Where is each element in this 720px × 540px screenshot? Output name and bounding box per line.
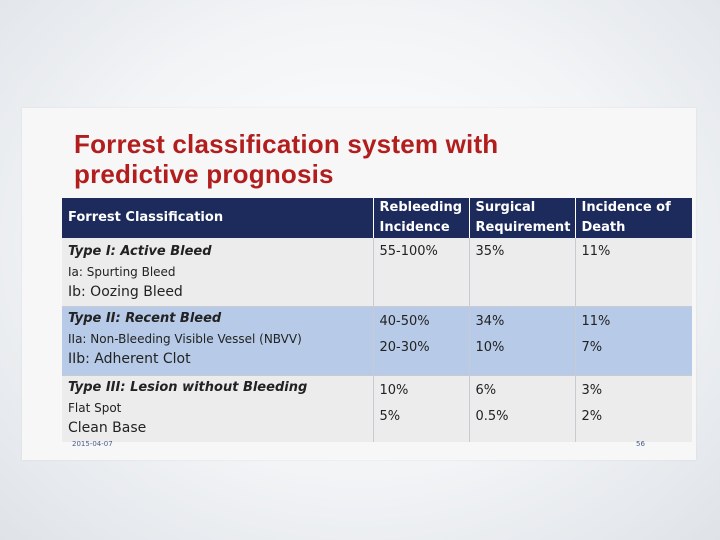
type-3-item-a: Flat Spot bbox=[68, 401, 122, 415]
cell-type-3-rebleeding: 10% 5% bbox=[373, 375, 470, 442]
type-2-title: Type II: Recent Bleed bbox=[68, 311, 222, 326]
table-row-type-2: Type II: Recent Bleed IIa: Non-Bleeding … bbox=[62, 306, 692, 376]
cell-type-1-death: 11% bbox=[575, 238, 692, 307]
type-2-death-b: 7% bbox=[581, 340, 603, 355]
cell-type-2-rebleeding: 40-50% 20-30% bbox=[373, 306, 470, 376]
forrest-classification-table: Forrest Classification Rebleeding Incide… bbox=[62, 198, 692, 442]
cell-type-2-surgery: 34% 10% bbox=[469, 306, 576, 376]
type-2-rebleeding-b: 20-30% bbox=[379, 340, 430, 355]
type-3-surgery-b: 0.5% bbox=[475, 409, 509, 424]
header-rebleeding-line-1: Rebleeding bbox=[379, 200, 463, 215]
footer-date: 2015-04-07 bbox=[72, 440, 113, 448]
cell-type-1-surgery: 35% bbox=[469, 238, 576, 307]
type-3-death-a: 3% bbox=[581, 383, 603, 398]
cell-type-2-death: 11% 7% bbox=[575, 306, 692, 376]
table-row-type-3: Type III: Lesion without Bleeding Flat S… bbox=[62, 375, 692, 442]
table-header-row: Forrest Classification Rebleeding Incide… bbox=[62, 198, 692, 238]
header-surgical-line-1: Surgical bbox=[475, 200, 536, 215]
type-3-rebleeding-b: 5% bbox=[379, 409, 401, 424]
slide-title-line-1: Forrest classification system with bbox=[74, 129, 499, 159]
header-death-line-1: Incidence of bbox=[581, 200, 671, 215]
type-2-rebleeding-a: 40-50% bbox=[379, 314, 430, 329]
header-death-line-2: Death bbox=[581, 220, 626, 235]
type-3-item-b: Clean Base bbox=[68, 420, 147, 436]
type-3-surgery-a: 6% bbox=[475, 383, 497, 398]
type-1-title: Type I: Active Bleed bbox=[68, 244, 212, 259]
header-surgical-requirement: Surgical Requirement bbox=[469, 198, 576, 238]
header-rebleeding-incidence: Rebleeding Incidence bbox=[373, 198, 470, 238]
type-2-item-b: IIb: Adherent Clot bbox=[68, 351, 191, 367]
header-rebleeding-line-2: Incidence bbox=[379, 220, 450, 235]
footer-page-number: 56 bbox=[636, 440, 645, 448]
header-forrest-classification: Forrest Classification bbox=[62, 198, 374, 238]
type-3-rebleeding-a: 10% bbox=[379, 383, 409, 398]
type-1-item-a: Ia: Spurting Bleed bbox=[68, 265, 176, 279]
type-3-death-b: 2% bbox=[581, 409, 603, 424]
header-surgical-line-2: Requirement bbox=[475, 220, 571, 235]
slide-title: Forrest classification system with predi… bbox=[74, 129, 498, 189]
slide-title-line-2: predictive prognosis bbox=[74, 159, 334, 189]
table-row-type-1: Type I: Active Bleed Ia: Spurting Bleed … bbox=[62, 238, 692, 307]
type-2-surgery-b: 10% bbox=[475, 340, 505, 355]
cell-type-2-classification: Type II: Recent Bleed IIa: Non-Bleeding … bbox=[62, 306, 374, 376]
type-3-title: Type III: Lesion without Bleeding bbox=[68, 380, 308, 395]
header-incidence-of-death: Incidence of Death bbox=[575, 198, 692, 238]
cell-type-3-death: 3% 2% bbox=[575, 375, 692, 442]
cell-type-1-rebleeding: 55-100% bbox=[373, 238, 470, 307]
type-1-item-b: Ib: Oozing Bleed bbox=[68, 284, 183, 300]
type-2-surgery-a: 34% bbox=[475, 314, 505, 329]
cell-type-3-surgery: 6% 0.5% bbox=[469, 375, 576, 442]
cell-type-1-classification: Type I: Active Bleed Ia: Spurting Bleed … bbox=[62, 238, 374, 307]
type-2-item-a: IIa: Non-Bleeding Visible Vessel (NBVV) bbox=[68, 332, 302, 346]
cell-type-3-classification: Type III: Lesion without Bleeding Flat S… bbox=[62, 375, 374, 442]
slide-image: Forrest classification system with predi… bbox=[22, 108, 696, 460]
type-2-death-a: 11% bbox=[581, 314, 611, 329]
